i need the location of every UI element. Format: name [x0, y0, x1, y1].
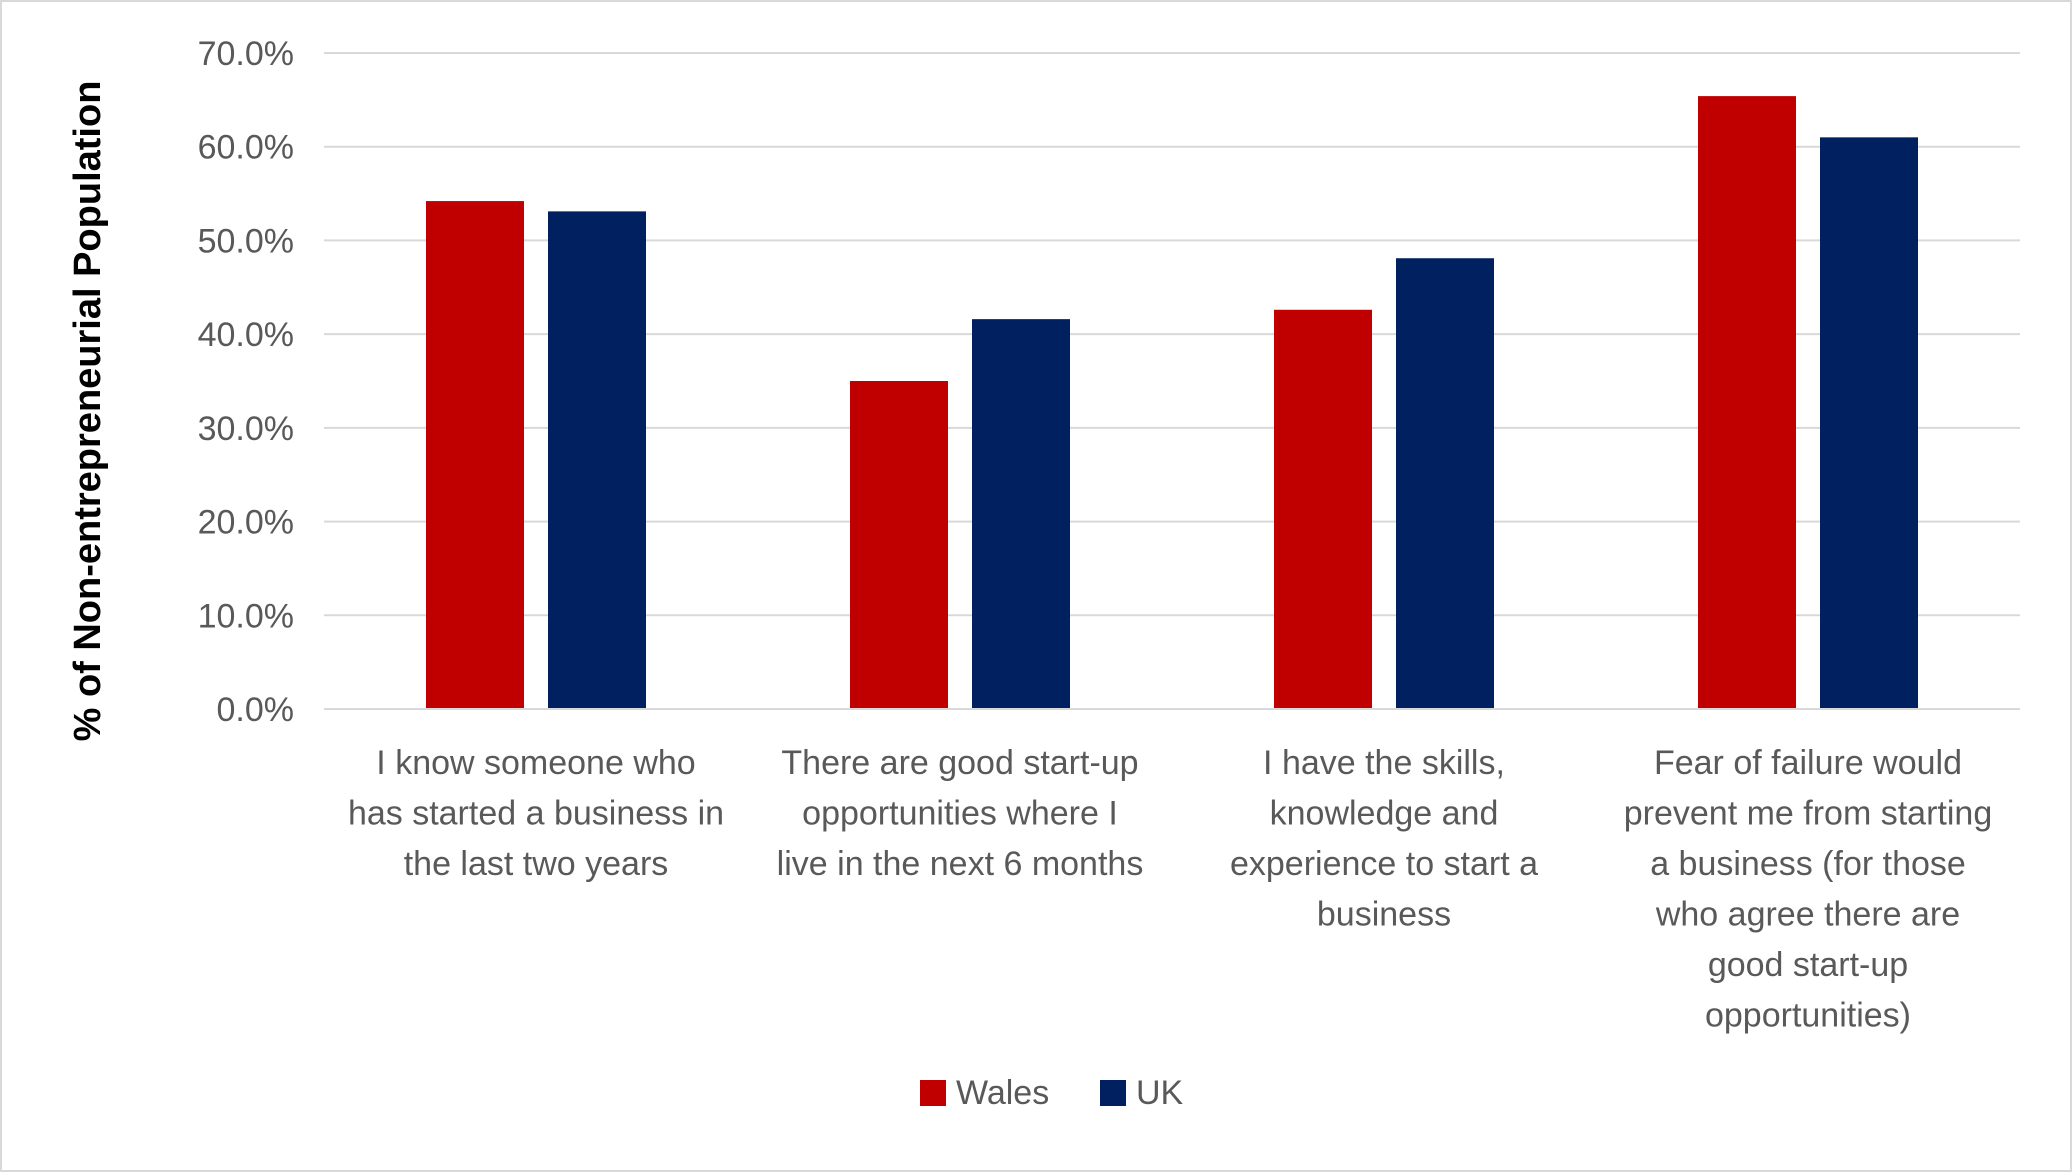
y-axis-title: % of Non-entrepreneurial Population — [67, 81, 109, 742]
bar-uk-4 — [1820, 137, 1918, 710]
y-tick-label: 50.0% — [198, 222, 294, 260]
x-category-label: There are good start-up opportunities whe… — [777, 744, 1144, 883]
bar-uk-3 — [1396, 258, 1494, 709]
legend-label-uk: UK — [1136, 1074, 1184, 1112]
x-axis-category-labels: I know someone who has started a business… — [348, 744, 1992, 1035]
y-tick-label: 20.0% — [198, 504, 294, 542]
bar-uk-1 — [548, 211, 646, 709]
x-category-label: I know someone who has started a business… — [348, 744, 724, 883]
legend: Wales UK — [920, 1074, 1184, 1112]
legend-swatch-wales — [920, 1080, 946, 1106]
y-tick-label: 0.0% — [217, 691, 295, 729]
y-tick-label: 10.0% — [198, 597, 294, 635]
bar-wales-1 — [426, 201, 524, 709]
bar-wales-2 — [850, 381, 948, 709]
y-tick-label: 70.0% — [198, 35, 294, 73]
y-tick-label: 40.0% — [198, 316, 294, 354]
bar-wales-3 — [1274, 309, 1372, 709]
legend-label-wales: Wales — [956, 1074, 1049, 1112]
bar-wales-4 — [1698, 96, 1796, 709]
y-tick-label: 30.0% — [198, 410, 294, 448]
legend-swatch-uk — [1100, 1080, 1126, 1106]
bar-uk-2 — [972, 319, 1070, 709]
x-category-label: Fear of failure would prevent me from sta… — [1624, 744, 1992, 1035]
x-category-label: I have the skills, knowledge and experienc… — [1230, 744, 1538, 934]
y-axis-ticks: 0.0% 10.0% 20.0% 30.0% 40.0% 50.0% 60.0% 70.0% — [198, 35, 294, 729]
bars — [426, 96, 1918, 710]
y-tick-label: 60.0% — [198, 129, 294, 167]
